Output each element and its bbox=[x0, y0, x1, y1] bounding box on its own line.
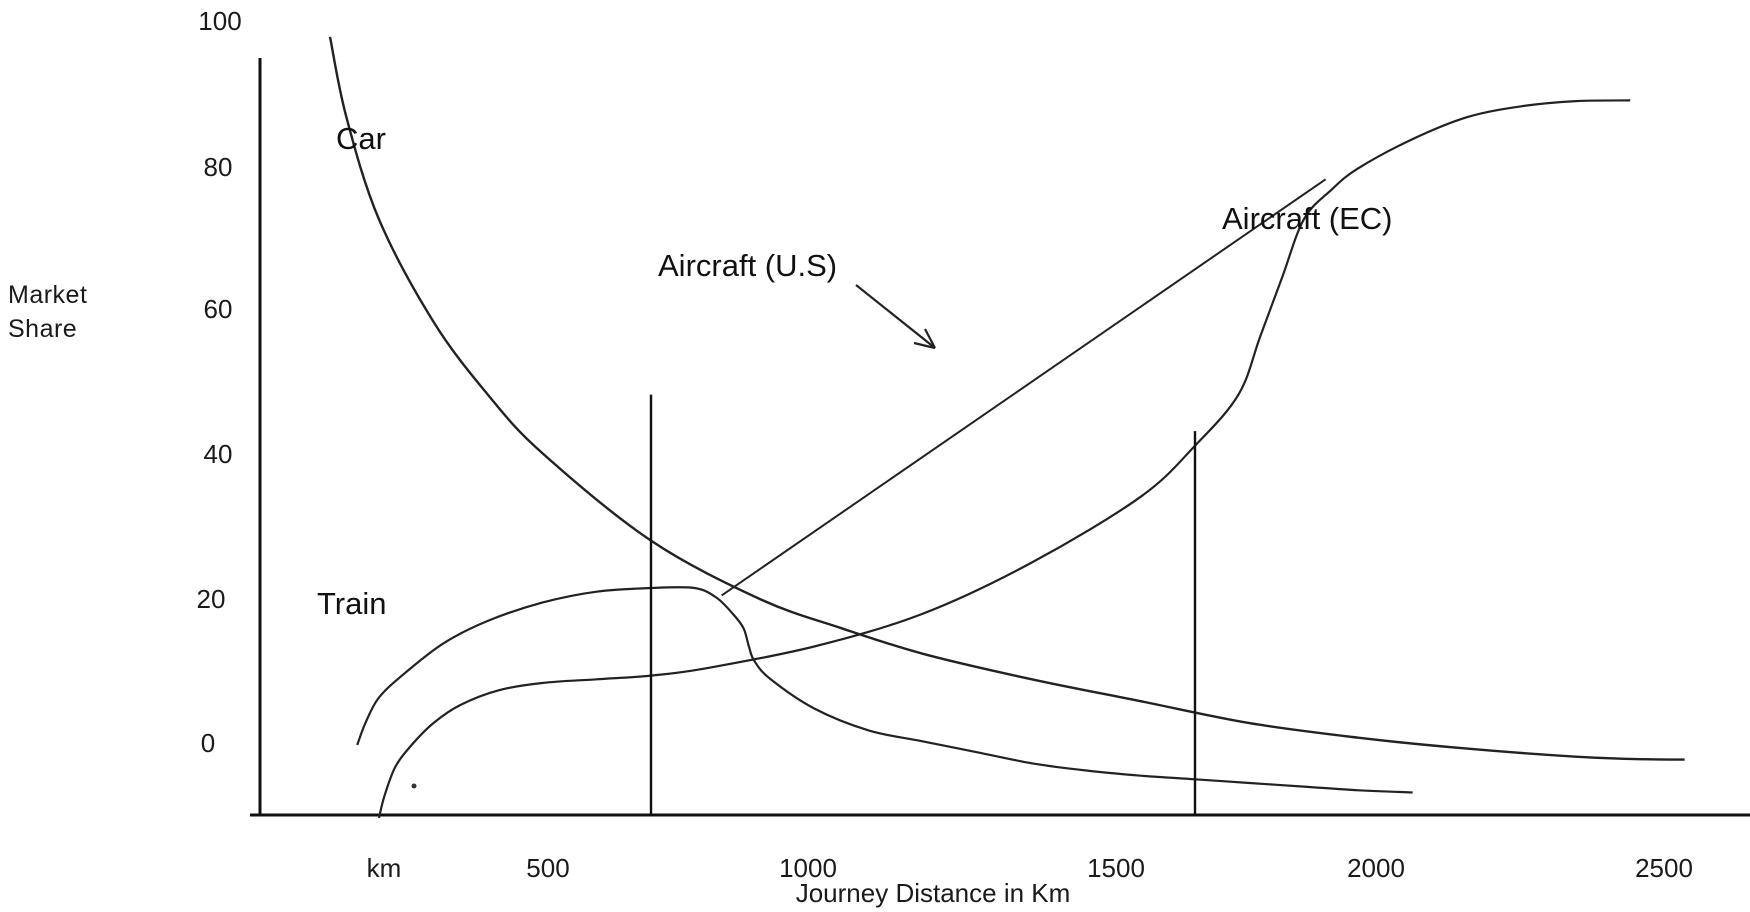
aircraft-us-pointer-arrow bbox=[855, 284, 936, 350]
y-axis-title-line-2: Share bbox=[8, 315, 78, 343]
x-tick-label: 1500 bbox=[1087, 853, 1145, 883]
y-tick-label: 80 bbox=[204, 152, 233, 182]
y-tick-label: 40 bbox=[204, 439, 233, 469]
series-line-aircraft-us bbox=[721, 178, 1327, 597]
series-label-car: Car bbox=[336, 121, 386, 156]
x-tick-label: 1000 bbox=[779, 853, 837, 883]
x-tick-label: km bbox=[367, 853, 402, 883]
x-axis-title: Journey Distance in Km bbox=[796, 878, 1071, 908]
stray-dot bbox=[411, 783, 417, 789]
series-line-train bbox=[356, 586, 1413, 794]
y-tick-label: 100 bbox=[198, 6, 241, 36]
y-tick-label: 20 bbox=[197, 584, 226, 614]
x-tick-label: 2000 bbox=[1347, 853, 1405, 883]
series-label-aircraft-ec: Aircraft (EC) bbox=[1222, 201, 1393, 236]
y-axis-title: Market Share bbox=[8, 278, 87, 346]
y-tick-label: 0 bbox=[201, 728, 215, 758]
x-tick-label: 500 bbox=[526, 853, 569, 883]
series-line-aircraft-ec bbox=[377, 99, 1631, 819]
series-line-car bbox=[328, 36, 1685, 761]
x-tick-label: 2500 bbox=[1635, 853, 1693, 883]
series-label-train: Train bbox=[317, 586, 386, 621]
y-tick-label: 60 bbox=[204, 294, 233, 324]
series-label-aircraft-us: Aircraft (U.S) bbox=[658, 248, 837, 283]
y-axis-title-line-1: Market bbox=[8, 281, 88, 309]
